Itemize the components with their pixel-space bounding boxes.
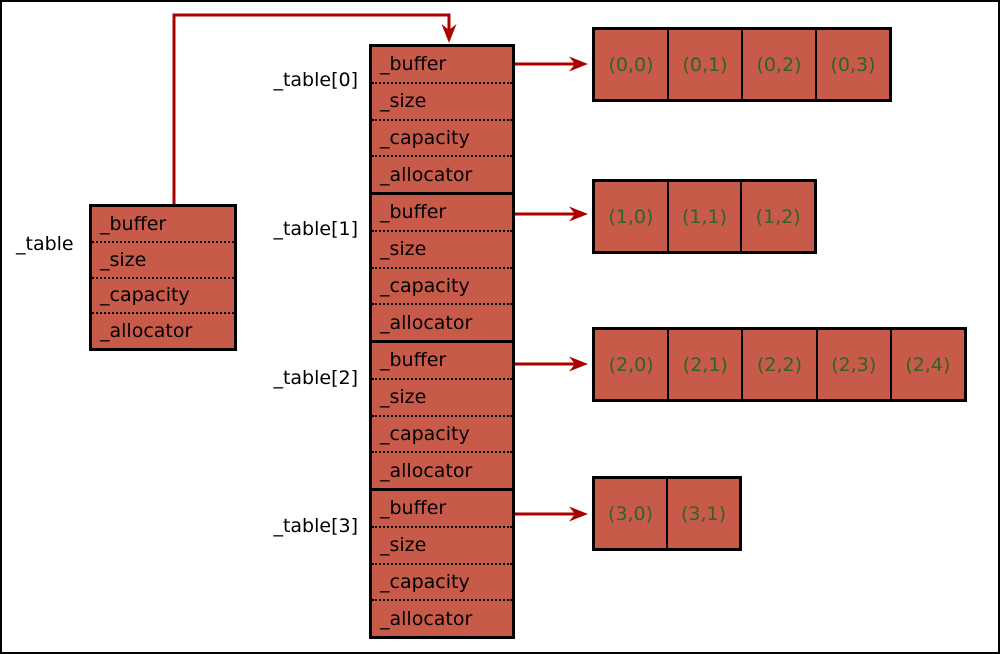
vector-struct-0: _buffer _size _capacity _allocator — [372, 47, 512, 192]
table-field-allocator: _allocator — [92, 312, 234, 348]
vector1-field-size: _size — [372, 229, 512, 267]
cell-2-1: (2,1) — [667, 330, 741, 399]
cell-2-2: (2,2) — [741, 330, 815, 399]
cell-1-1: (1,1) — [666, 182, 741, 251]
vector-struct-2: _buffer _size _capacity _allocator — [372, 340, 512, 488]
cell-2-4: (2,4) — [889, 330, 964, 399]
vector1-field-buffer: _buffer — [380, 201, 447, 224]
vector3-field-size: _size — [372, 525, 512, 563]
vector3-field-buffer: _buffer — [380, 497, 447, 520]
vector-struct-3: _buffer _size _capacity _allocator — [372, 488, 512, 636]
vector0-field-size: _size — [372, 81, 512, 119]
cell-0-2: (0,2) — [741, 30, 815, 99]
table2-label: _table[2] — [273, 367, 358, 389]
vector3-field-allocator: _allocator — [372, 599, 512, 636]
cell-0-1: (0,1) — [667, 30, 741, 99]
vector2-field-buffer: _buffer — [380, 349, 447, 372]
cell-2-0: (2,0) — [608, 353, 654, 376]
vector2-field-allocator: _allocator — [372, 451, 512, 488]
vector-struct-1: _buffer _size _capacity _allocator — [372, 192, 512, 340]
table1-label: _table[1] — [273, 218, 358, 240]
buffer-row-2: (2,0) (2,1) (2,2) (2,3) (2,4) — [592, 327, 967, 402]
cell-1-0: (1,0) — [608, 205, 654, 228]
vector0-field-allocator: _allocator — [372, 155, 512, 192]
vector2-field-capacity: _capacity — [372, 414, 512, 452]
buffer-row-3: (3,0) (3,1) — [592, 476, 742, 551]
vector-array-box: _buffer _size _capacity _allocator _buff… — [369, 44, 515, 639]
vector1-field-capacity: _capacity — [372, 266, 512, 304]
vector0-field-capacity: _capacity — [372, 118, 512, 156]
vector1-field-allocator: _allocator — [372, 303, 512, 340]
cell-2-3: (2,3) — [815, 330, 890, 399]
buffer-row-0: (0,0) (0,1) (0,2) (0,3) — [592, 27, 892, 102]
vector2-field-size: _size — [372, 377, 512, 415]
table0-label: _table[0] — [273, 69, 358, 91]
cell-3-1: (3,1) — [666, 479, 739, 548]
table3-label: _table[3] — [273, 515, 358, 537]
cell-0-3: (0,3) — [815, 30, 889, 99]
vector0-field-buffer: _buffer — [380, 53, 447, 76]
vector3-field-capacity: _capacity — [372, 562, 512, 600]
cell-3-0: (3,0) — [607, 502, 654, 525]
buffer-row-1: (1,0) (1,1) (1,2) — [592, 179, 817, 254]
cell-1-2: (1,2) — [740, 182, 814, 251]
table-variable-label: _table — [16, 233, 74, 255]
table-struct-box: _buffer _size _capacity _allocator — [89, 204, 237, 351]
table-field-buffer: _buffer — [100, 212, 167, 235]
cell-0-0: (0,0) — [608, 53, 654, 76]
table-field-capacity: _capacity — [92, 276, 234, 313]
table-field-size: _size — [92, 240, 234, 277]
